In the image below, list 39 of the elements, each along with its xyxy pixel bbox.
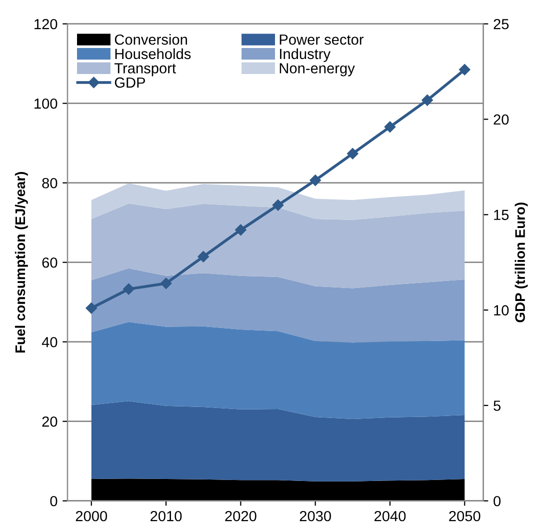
point: [160, 278, 172, 289]
y-tick-label: 40: [42, 336, 58, 348]
point: [459, 64, 470, 76]
x-tick-label: 2020: [225, 510, 256, 522]
y2-tick-label: 5: [494, 400, 501, 411]
y2-tick-label: 0: [494, 496, 501, 506]
y2-tick-label: 15: [494, 210, 509, 220]
x-tick-label: 2040: [374, 510, 406, 522]
y-tick-label: 60: [42, 257, 58, 268]
x-tick-label: 2000: [76, 510, 108, 522]
y-tick-label: 20: [42, 416, 58, 427]
y2-tick-label: 10: [494, 305, 509, 316]
point: [422, 94, 433, 106]
point: [310, 174, 321, 186]
point: [384, 121, 396, 132]
x-tick-label: 2030: [300, 510, 331, 522]
legend-label: GDP: [114, 77, 145, 88]
point: [123, 283, 134, 295]
legend-label: Industry: [280, 48, 331, 62]
legend-label: Transport: [114, 63, 176, 76]
legend-label: Power sector: [280, 34, 364, 45]
point: [86, 302, 97, 314]
point: [347, 148, 358, 160]
y-axis-title: Fuel consumption (EJ/year): [14, 172, 28, 352]
x-tick-label: 2050: [449, 510, 480, 522]
y2-axis-title: GDP (trillion Euro): [514, 202, 528, 322]
legend-label: Non-energy: [280, 63, 355, 76]
y2-tick-label: 20: [494, 114, 509, 125]
y-tick-label: 80: [42, 178, 58, 188]
y-tick-label: 100: [34, 98, 58, 109]
point: [272, 200, 284, 211]
legend-label: Households: [115, 48, 191, 60]
y-tick-label: 120: [34, 18, 58, 30]
x-tick-label: 2010: [150, 510, 182, 522]
point: [198, 251, 209, 262]
point: [235, 224, 246, 236]
y-tick-label: 0: [50, 496, 58, 506]
y2-tick-label: 25: [494, 18, 509, 30]
legend-label: Conversion: [114, 34, 187, 45]
